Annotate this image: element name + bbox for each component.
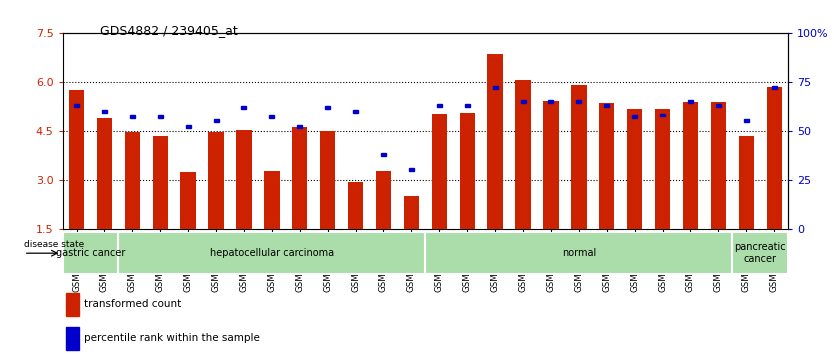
- Bar: [74, 104, 79, 107]
- Text: pancreatic
cancer: pancreatic cancer: [735, 242, 786, 264]
- Bar: [515, 80, 530, 229]
- Bar: [604, 104, 610, 107]
- Text: hepatocellular carcinoma: hepatocellular carcinoma: [210, 248, 334, 258]
- Bar: [381, 153, 386, 156]
- Bar: [376, 171, 391, 229]
- Bar: [186, 125, 191, 128]
- Bar: [766, 87, 781, 229]
- Bar: [549, 100, 554, 103]
- Bar: [460, 113, 475, 229]
- Bar: [320, 131, 335, 229]
- FancyBboxPatch shape: [732, 232, 788, 274]
- FancyBboxPatch shape: [118, 232, 425, 274]
- Text: normal: normal: [562, 248, 596, 258]
- Bar: [97, 118, 112, 229]
- Bar: [404, 196, 419, 229]
- Bar: [158, 115, 163, 118]
- Bar: [236, 130, 252, 229]
- FancyBboxPatch shape: [425, 232, 732, 274]
- Bar: [599, 103, 615, 229]
- Bar: [493, 86, 498, 89]
- Bar: [432, 114, 447, 229]
- Bar: [739, 136, 754, 229]
- Text: percentile rank within the sample: percentile rank within the sample: [84, 333, 260, 343]
- Bar: [771, 86, 776, 89]
- Bar: [102, 110, 107, 113]
- Bar: [130, 115, 135, 118]
- Bar: [520, 100, 525, 103]
- Bar: [180, 172, 196, 229]
- Text: gastric cancer: gastric cancer: [56, 248, 125, 258]
- Bar: [153, 136, 168, 229]
- Bar: [655, 110, 671, 229]
- Bar: [543, 101, 559, 229]
- Bar: [208, 132, 224, 229]
- Bar: [744, 119, 749, 122]
- Bar: [487, 54, 503, 229]
- Bar: [711, 102, 726, 229]
- Bar: [683, 102, 698, 229]
- Bar: [66, 293, 79, 316]
- Bar: [465, 104, 470, 107]
- Text: transformed count: transformed count: [84, 299, 182, 309]
- Bar: [264, 171, 279, 229]
- Bar: [325, 106, 330, 109]
- Bar: [297, 125, 302, 128]
- Bar: [241, 106, 247, 109]
- Text: disease state: disease state: [23, 240, 84, 249]
- Bar: [124, 132, 140, 229]
- Bar: [627, 110, 642, 229]
- Bar: [571, 85, 586, 229]
- Bar: [409, 168, 414, 171]
- Bar: [688, 100, 693, 103]
- Bar: [716, 104, 721, 107]
- Bar: [66, 327, 79, 350]
- FancyBboxPatch shape: [63, 232, 118, 274]
- Text: GDS4882 / 239405_at: GDS4882 / 239405_at: [100, 24, 238, 37]
- Bar: [437, 104, 442, 107]
- Bar: [660, 114, 665, 117]
- Bar: [292, 127, 308, 229]
- Bar: [348, 182, 364, 229]
- Bar: [269, 115, 274, 118]
- Bar: [576, 100, 581, 103]
- Bar: [69, 90, 84, 229]
- Bar: [632, 115, 637, 118]
- Bar: [353, 110, 358, 113]
- Bar: [214, 119, 219, 122]
